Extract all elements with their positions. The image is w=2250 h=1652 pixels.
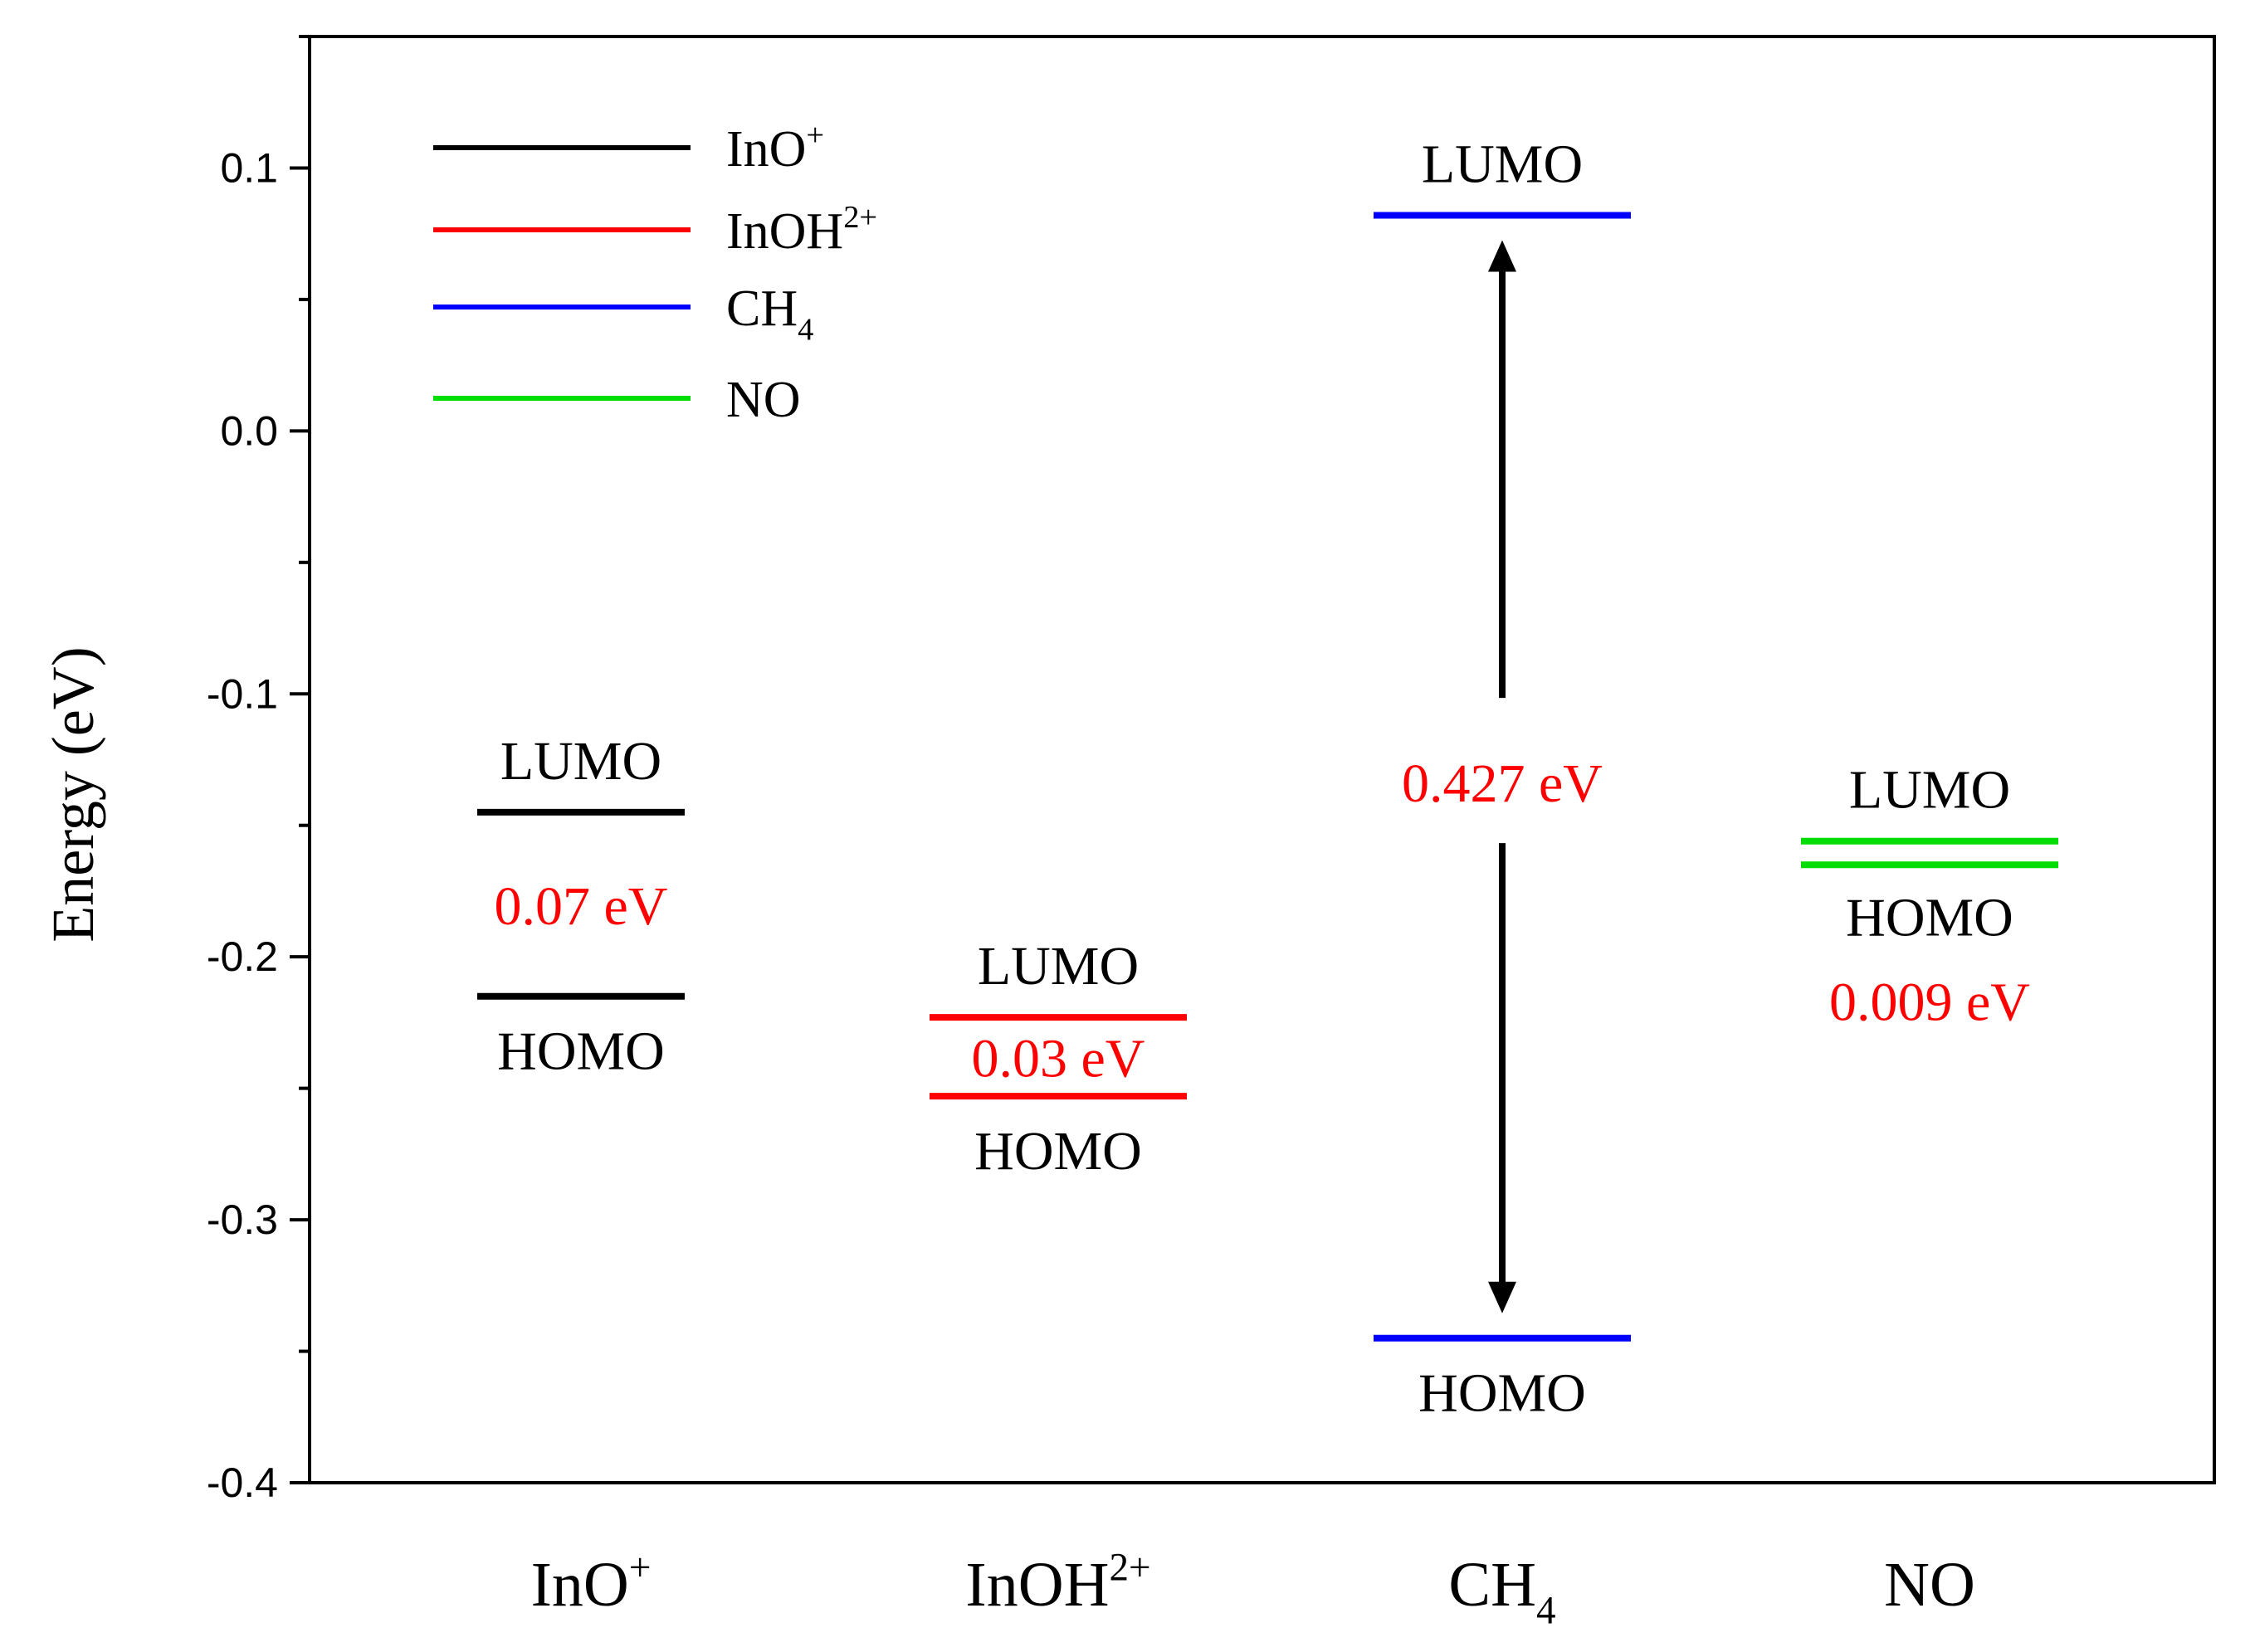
legend-label-0: InO+ (726, 118, 824, 178)
y-tick-label: 0.1 (220, 144, 278, 191)
level-group-3: LUMO HOMO 0.009 eV (1801, 760, 2058, 1032)
level-group-0: LUMO HOMO 0.07 eV (477, 731, 685, 1082)
gap-arrow-head-up (1488, 240, 1516, 272)
energy-levels: LUMO HOMO 0.07 eV LUMO HOMO 0.03 eV LUMO HOMO 0.… (477, 134, 2058, 1424)
legend-label-1: InOH2+ (726, 200, 877, 260)
lumo-label: LUMO (500, 731, 661, 792)
axes: 0.1 0.0 -0.1 -0.2 -0.3 -0.4 Energy (eV) (40, 35, 2216, 1506)
x-category-label-1: InOH2+ (965, 1547, 1150, 1620)
homo-label: HOMO (497, 1021, 665, 1082)
homo-label: HOMO (1418, 1363, 1586, 1424)
legend-label-3: NO (726, 372, 801, 428)
y-tick-label: -0.1 (207, 670, 278, 717)
x-category-label-2: CH4 (1448, 1550, 1555, 1632)
homo-label: HOMO (974, 1121, 1142, 1182)
plot-frame (308, 35, 2216, 1484)
gap-label: 0.07 eV (495, 876, 668, 937)
homo-label: HOMO (1846, 887, 2013, 948)
y-tick-label: -0.4 (207, 1460, 278, 1506)
level-group-1: LUMO HOMO 0.03 eV (930, 936, 1187, 1182)
legend-label-2: CH4 (726, 280, 813, 347)
x-category-label-3: NO (1884, 1550, 1975, 1620)
y-tick-label: 0.0 (220, 407, 278, 454)
gap-label: 0.009 eV (1829, 972, 2030, 1032)
lumo-label: LUMO (1422, 134, 1583, 194)
y-tick-label: -0.2 (207, 933, 278, 980)
y-tick-label: -0.3 (207, 1196, 278, 1243)
lumo-label: LUMO (978, 936, 1139, 997)
y-axis-label: Energy (eV) (40, 646, 106, 943)
legend: InO+ InOH2+ CH4 NO (433, 118, 877, 428)
lumo-label: LUMO (1849, 760, 2010, 821)
level-group-2: LUMO HOMO 0.427 eV (1374, 134, 1631, 1424)
x-axis-labels: InO+ InOH2+ CH4 NO (531, 1547, 1975, 1633)
gap-label: 0.427 eV (1402, 753, 1603, 814)
x-category-label-0: InO+ (531, 1547, 652, 1620)
gap-arrow-head-down (1488, 1281, 1516, 1313)
gap-label: 0.03 eV (972, 1029, 1145, 1089)
